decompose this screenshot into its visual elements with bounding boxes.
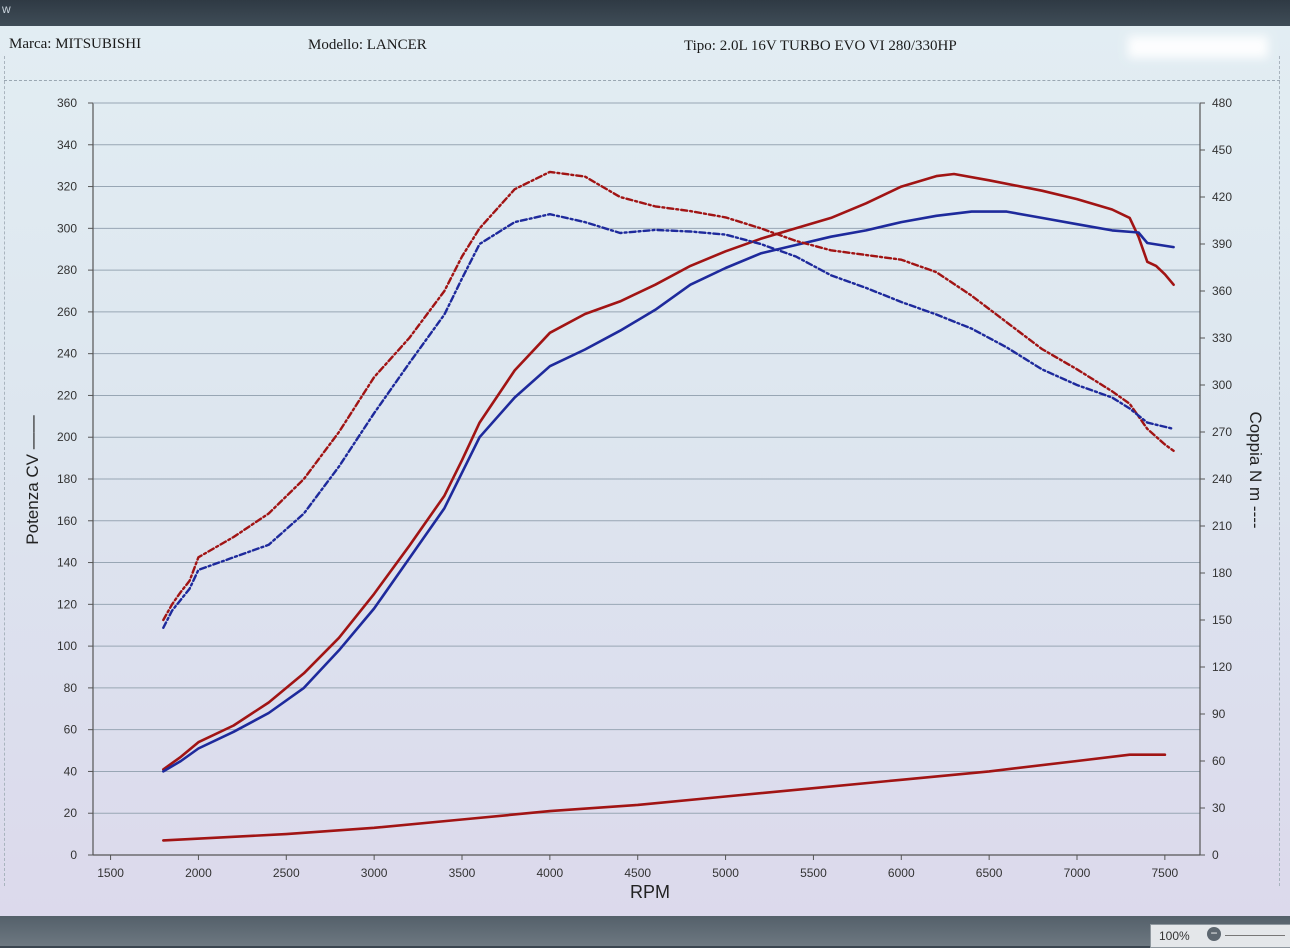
y-left-tick-label: 120 (57, 597, 77, 611)
x-tick-label: 1500 (97, 866, 124, 880)
x-tick-label: 5000 (712, 866, 739, 880)
y-right-tick-label: 240 (1212, 472, 1232, 486)
y-left-tick-label: 280 (57, 263, 77, 277)
y-left-tick-label: 80 (64, 681, 78, 695)
chart-series (162, 170, 1175, 842)
x-tick-label: 2000 (185, 866, 212, 880)
y-right-tick-label: 180 (1212, 566, 1232, 580)
y-right-tick-label: 330 (1212, 331, 1232, 345)
frame-left-border (4, 56, 5, 886)
y-left-tick-label: 300 (57, 221, 77, 235)
x-tick-label: 2500 (273, 866, 300, 880)
x-axis-label: RPM (630, 882, 670, 902)
x-tick-label: 5500 (800, 866, 827, 880)
y-left-tick-label: 40 (64, 764, 78, 778)
x-tick-label: 7500 (1152, 866, 1179, 880)
y-left-tick-label: 20 (64, 806, 78, 820)
y-left-tick-label: 340 (57, 138, 77, 152)
y-right-tick-label: 480 (1212, 96, 1232, 110)
marca-label: Marca: MITSUBISHI (9, 36, 142, 52)
y-right-tick-label: 150 (1212, 613, 1232, 627)
x-tick-label: 6500 (976, 866, 1003, 880)
y-right-tick-label: 270 (1212, 425, 1232, 439)
y-left-tick-label: 60 (64, 723, 78, 737)
x-tick-label: 7000 (1064, 866, 1091, 880)
chart-axes (88, 102, 1205, 860)
y-left-tick-label: 220 (57, 388, 77, 402)
y-left-tick-label: 260 (57, 305, 77, 319)
y-right-tick-label: 420 (1212, 190, 1232, 204)
tipo-label: Tipo: 2.0L 16V TURBO EVO VI 280/330HP (684, 38, 957, 54)
y-right-tick-label: 390 (1212, 237, 1232, 251)
left-axis-label: Potenza CV —— (23, 415, 42, 544)
y-right-tick-label: 60 (1212, 754, 1226, 768)
zoom-slider[interactable] (1225, 935, 1285, 936)
x-tick-label: 3000 (361, 866, 388, 880)
y-left-tick-label: 320 (57, 180, 77, 194)
y-left-tick-label: 140 (57, 556, 77, 570)
y-right-tick-label: 360 (1212, 284, 1232, 298)
series-line-left-solid-1 (162, 210, 1175, 773)
y-right-tick-label: 30 (1212, 801, 1226, 815)
y-left-tick-label: 200 (57, 430, 77, 444)
window-title: w (2, 2, 11, 16)
window-titlebar: w (0, 0, 1290, 26)
zoom-control[interactable]: 100% − (1150, 924, 1290, 948)
y-right-tick-label: 90 (1212, 707, 1226, 721)
y-right-tick-label: 300 (1212, 378, 1232, 392)
series-line-right-dashdot-2 (162, 170, 1175, 622)
series-line-left-solid-4 (162, 753, 1167, 842)
y-left-tick-label: 160 (57, 514, 77, 528)
zoom-out-icon[interactable]: − (1207, 927, 1221, 941)
y-left-tick-label: 360 (57, 96, 77, 110)
series-line-right-dashdot-3 (162, 213, 1175, 629)
y-left-tick-label: 0 (70, 848, 77, 862)
y-right-tick-label: 450 (1212, 143, 1232, 157)
chart-tick-labels: 0 20 40 60 80 100 120 140 160 180 200 220 240 260 280 3… (57, 96, 1232, 880)
x-tick-label: 4000 (537, 866, 564, 880)
x-tick-label: 6000 (888, 866, 915, 880)
y-right-tick-label: 210 (1212, 519, 1232, 533)
modello-label: Modello: LANCER (308, 37, 427, 53)
y-left-tick-label: 100 (57, 639, 77, 653)
zoom-level: 100% (1159, 929, 1190, 943)
frame-right-border (1279, 56, 1280, 886)
y-right-tick-label: 0 (1212, 848, 1219, 862)
y-left-tick-label: 240 (57, 347, 77, 361)
y-left-tick-label: 180 (57, 472, 77, 486)
x-tick-label: 4500 (624, 866, 651, 880)
right-axis-label: Coppia N m ---- (1246, 411, 1265, 528)
redacted-field (1128, 36, 1268, 58)
dyno-report-window: Marca: MITSUBISHI Modello: LANCER Tipo: … (0, 26, 1290, 916)
x-tick-label: 3500 (449, 866, 476, 880)
status-bar: 100% − (0, 916, 1290, 948)
header-divider (4, 80, 1280, 81)
chart-grid (93, 102, 1200, 814)
series-line-left-solid-0 (162, 172, 1175, 771)
y-right-tick-label: 120 (1212, 660, 1232, 674)
